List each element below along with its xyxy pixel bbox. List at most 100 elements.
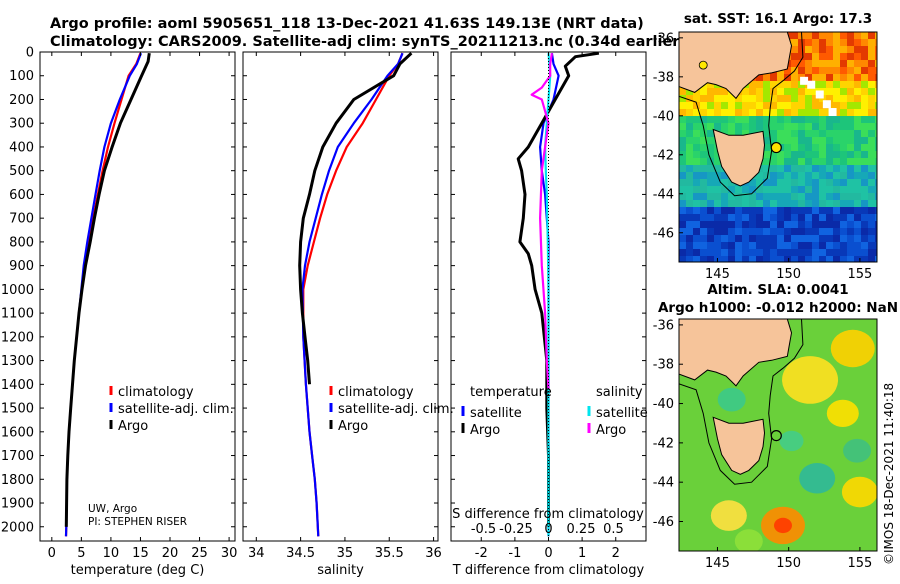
sst-cell	[805, 165, 812, 172]
sst-cell	[805, 256, 812, 262]
sst-cell	[721, 95, 728, 102]
sst-cell	[728, 242, 735, 249]
sst-cell	[840, 60, 847, 67]
sst-cell	[742, 123, 749, 130]
sst-cell	[798, 88, 805, 95]
difference-x2tick-label: 0.25	[567, 522, 596, 537]
sst-cell	[798, 95, 805, 102]
sst-cell	[840, 186, 847, 193]
sst-cell	[833, 256, 840, 262]
sst-cell	[791, 228, 798, 235]
sst-cell	[784, 123, 791, 130]
sst-cell	[840, 207, 847, 214]
sst-cell	[840, 46, 847, 53]
map-ytick-label: -40	[653, 397, 674, 412]
sst-cell	[693, 221, 700, 228]
sst-cell	[812, 137, 819, 144]
sst-cell	[868, 256, 875, 262]
sst-cell	[868, 60, 875, 67]
sst-cell	[777, 221, 784, 228]
sst-cell	[805, 221, 812, 228]
sst-cell	[847, 249, 854, 256]
sst-cell	[749, 228, 756, 235]
sst-cell	[868, 242, 875, 249]
sst-cell	[784, 193, 791, 200]
depth-tick-label: 200	[9, 93, 34, 108]
sst-cell	[686, 193, 693, 200]
sst-cell	[707, 102, 714, 109]
temperature-xtick-label: 25	[191, 546, 208, 561]
sst-cell	[721, 200, 728, 207]
legend-title-salinity: salinity	[596, 385, 643, 400]
sst-cell	[700, 144, 707, 151]
sst-cell	[707, 221, 714, 228]
sst-cell	[707, 235, 714, 242]
sst-cell	[875, 123, 877, 130]
sst-cell	[819, 172, 826, 179]
sst-cell	[777, 242, 784, 249]
sst-cell	[714, 88, 721, 95]
sst-cell	[805, 123, 812, 130]
sst-cell	[693, 256, 700, 262]
sst-cell	[784, 214, 791, 221]
sst-cell	[819, 123, 826, 130]
sst-cell	[763, 172, 770, 179]
sst-cell	[840, 193, 847, 200]
map-ytick-label: -40	[653, 109, 674, 124]
legend-label: satellite-adj. clim.	[118, 402, 234, 417]
temperature-xtick-label: 20	[162, 546, 179, 561]
sst-cell	[791, 46, 798, 53]
sst-cell	[791, 235, 798, 242]
sst-cell	[875, 235, 877, 242]
sst-cell	[756, 81, 763, 88]
sst-cell	[854, 193, 861, 200]
depth-tick-label: 500	[9, 164, 34, 179]
sst-cell	[763, 242, 770, 249]
sst-cell	[784, 158, 791, 165]
sst-cell	[721, 123, 728, 130]
sla-blob	[843, 438, 872, 463]
sst-cell	[763, 137, 770, 144]
sst-cell	[826, 165, 833, 172]
sst-cell	[770, 200, 777, 207]
sst-cell	[721, 242, 728, 249]
sst-cell	[868, 137, 875, 144]
sst-cell	[840, 39, 847, 46]
sst-cell	[819, 137, 826, 144]
temperature-xtick-label: 15	[132, 546, 149, 561]
sst-cell	[833, 172, 840, 179]
sst-cell	[861, 67, 868, 74]
sst-cell	[742, 186, 749, 193]
sst-cell	[847, 123, 854, 130]
sst-cell	[833, 228, 840, 235]
sst-cell	[721, 186, 728, 193]
difference-series-1	[516, 51, 600, 527]
sst-cell	[735, 123, 742, 130]
sst-cell	[868, 200, 875, 207]
sst-cell	[812, 95, 819, 102]
sst-cell	[826, 137, 833, 144]
sst-cell	[686, 214, 693, 221]
depth-tick-label: 1200	[1, 330, 34, 345]
sst-cell	[735, 193, 742, 200]
sst-cell	[777, 228, 784, 235]
sst-cell	[805, 158, 812, 165]
sst-cell	[791, 186, 798, 193]
sst-cell	[812, 130, 819, 137]
sst-cell	[798, 60, 805, 67]
sst-cell	[714, 102, 721, 109]
sst-cell	[791, 116, 798, 123]
sst-cell	[812, 116, 819, 123]
sst-cell	[700, 235, 707, 242]
sst-cell	[777, 249, 784, 256]
sst-cell	[700, 214, 707, 221]
sst-cell	[854, 130, 861, 137]
sst-cell	[784, 235, 791, 242]
sst-cell	[763, 214, 770, 221]
sst-cell	[721, 256, 728, 262]
sst-cell	[861, 228, 868, 235]
sst-cell	[791, 200, 798, 207]
sst-cell	[707, 144, 714, 151]
sst-map-title: sat. SST: 16.1 Argo: 17.3	[684, 11, 872, 27]
sst-cell	[679, 193, 686, 200]
